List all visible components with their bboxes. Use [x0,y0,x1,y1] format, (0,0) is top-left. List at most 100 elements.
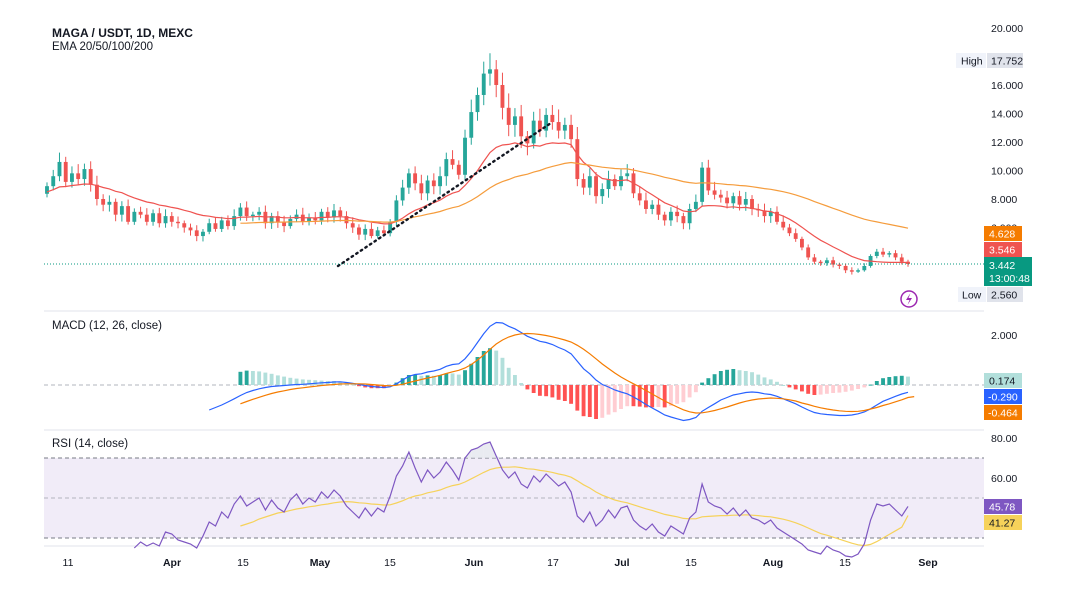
candle[interactable] [519,104,524,149]
candle[interactable] [88,161,93,192]
candle[interactable] [157,207,162,228]
candle[interactable] [531,111,536,149]
candle[interactable] [338,206,343,222]
candle[interactable] [706,159,711,195]
candle[interactable] [556,109,561,139]
candle[interactable] [332,204,336,223]
candle[interactable] [469,99,474,145]
candle[interactable] [731,192,736,209]
candle[interactable] [244,201,249,221]
candle[interactable] [787,223,792,237]
candle[interactable] [481,61,486,106]
candle[interactable] [319,208,324,225]
candle[interactable] [307,213,311,226]
candle[interactable] [182,220,187,233]
candle[interactable] [906,259,910,267]
candle[interactable] [887,251,892,258]
candle[interactable] [693,194,698,213]
candle[interactable] [537,108,542,137]
candle[interactable] [475,87,480,121]
candle[interactable] [456,160,461,180]
lightning-icon[interactable] [900,290,918,308]
candle[interactable] [662,211,667,226]
candle[interactable] [107,195,112,212]
candle[interactable] [506,93,511,137]
candle[interactable] [438,166,442,195]
candle[interactable] [444,152,449,186]
candle[interactable] [775,206,779,225]
candle[interactable] [843,263,848,274]
candle[interactable] [51,169,56,191]
candle[interactable] [463,129,467,180]
candle[interactable] [151,209,155,226]
candle[interactable] [431,173,436,195]
candle[interactable] [718,189,723,203]
candle[interactable] [350,217,355,233]
candle[interactable] [606,170,611,198]
candle[interactable] [768,207,773,223]
candle[interactable] [800,236,804,251]
candle[interactable] [513,108,517,137]
candle[interactable] [544,108,549,138]
candle[interactable] [213,217,218,232]
candle[interactable] [569,114,574,148]
candle[interactable] [113,198,118,222]
candle[interactable] [687,203,692,230]
candle[interactable] [881,247,885,258]
candle[interactable] [413,166,418,191]
candle[interactable] [232,209,237,230]
candle[interactable] [712,181,717,200]
candle[interactable] [650,200,655,215]
candle[interactable] [625,164,630,182]
candle[interactable] [656,198,661,220]
candle[interactable] [176,216,180,229]
candle[interactable] [294,209,299,223]
candle[interactable] [793,228,798,242]
candle[interactable] [257,207,262,221]
candle[interactable] [824,257,829,266]
candle[interactable] [76,164,81,186]
candle[interactable] [57,152,62,182]
candle[interactable] [587,168,592,196]
candle[interactable] [394,195,399,226]
candle[interactable] [144,208,149,226]
candle[interactable] [806,244,811,261]
candle[interactable] [126,199,131,225]
candle[interactable] [750,195,754,216]
candle[interactable] [525,130,530,156]
candle[interactable] [781,215,786,231]
ema-legend[interactable]: EMA 20/50/100/200 [52,41,154,53]
candle[interactable] [169,212,174,227]
candle[interactable] [874,248,879,259]
candle[interactable] [856,268,861,273]
candle[interactable] [282,215,287,233]
candle[interactable] [668,207,673,226]
candle[interactable] [818,259,823,266]
candle[interactable] [893,250,898,261]
candle[interactable] [70,166,74,188]
candle[interactable] [550,105,555,130]
candle[interactable] [700,162,705,206]
candle[interactable] [862,263,867,272]
trend-line-drawing[interactable] [336,121,553,268]
candle[interactable] [201,229,205,242]
candle[interactable] [831,256,836,268]
candle[interactable] [762,203,767,223]
candle[interactable] [406,168,411,194]
candle[interactable] [644,192,648,214]
candle[interactable] [575,126,580,187]
candle[interactable] [494,60,499,98]
candle[interactable] [219,216,224,233]
candle[interactable] [619,169,623,191]
candle[interactable] [600,183,605,204]
candle[interactable] [363,224,368,241]
candle[interactable] [300,207,305,226]
candle[interactable] [612,174,617,190]
candle[interactable] [562,117,567,140]
candle[interactable] [369,223,374,239]
candle[interactable] [375,226,380,239]
candle[interactable] [500,72,505,120]
time-axis[interactable]: 11 Apr 15 May 15 Jun 17 Jul 15 Aug 15 Sep [63,557,938,569]
candle[interactable] [188,223,193,236]
